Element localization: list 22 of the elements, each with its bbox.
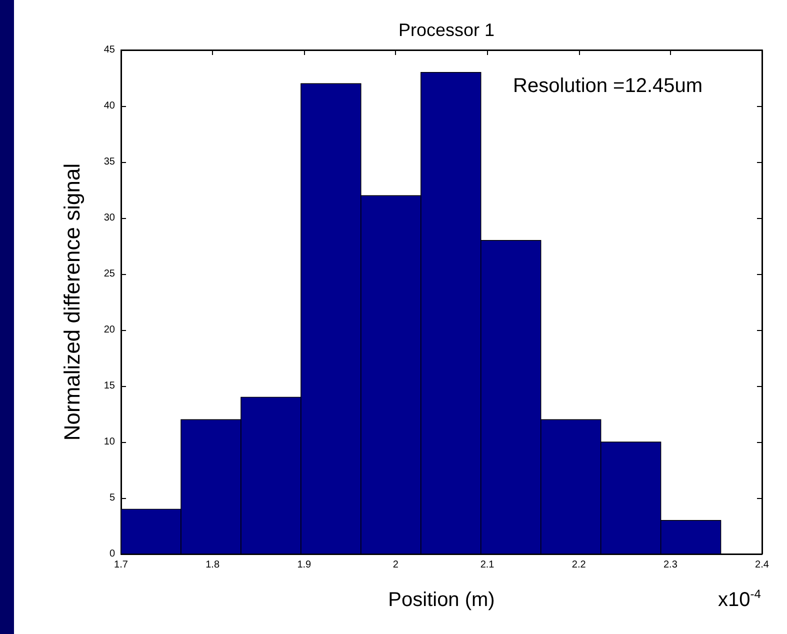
y-tick-label: 15	[104, 380, 116, 392]
x-tick-label: 2.3	[663, 560, 678, 570]
annotation: Resolution =12.45um	[513, 75, 703, 97]
x-tick-label: 1.8	[206, 560, 220, 570]
x-tick-label: 1.7	[114, 560, 128, 570]
x-tick-label: 2	[392, 560, 399, 570]
y-tick-label: 5	[109, 492, 116, 504]
x-tick-label: 2.1	[480, 560, 495, 570]
x-axis-title: Position (m)	[388, 589, 495, 611]
x-tick-label: 2.4	[755, 560, 770, 570]
y-tick-label: 40	[104, 100, 116, 112]
y-tick-label: 35	[104, 156, 116, 168]
y-tick-label: 0	[109, 548, 116, 560]
y-axis-title: Normalized difference signal	[60, 163, 84, 441]
y-tick-label: 45	[104, 44, 116, 56]
y-tick-label: 10	[104, 436, 116, 448]
y-tick-label: 20	[104, 324, 116, 336]
x-tick-label: 2.2	[572, 560, 586, 570]
chart-title: Processor 1	[398, 20, 495, 40]
x-tick-label: 1.9	[297, 560, 312, 570]
y-tick-label: 25	[104, 268, 116, 280]
y-tick-label: 30	[104, 212, 116, 224]
